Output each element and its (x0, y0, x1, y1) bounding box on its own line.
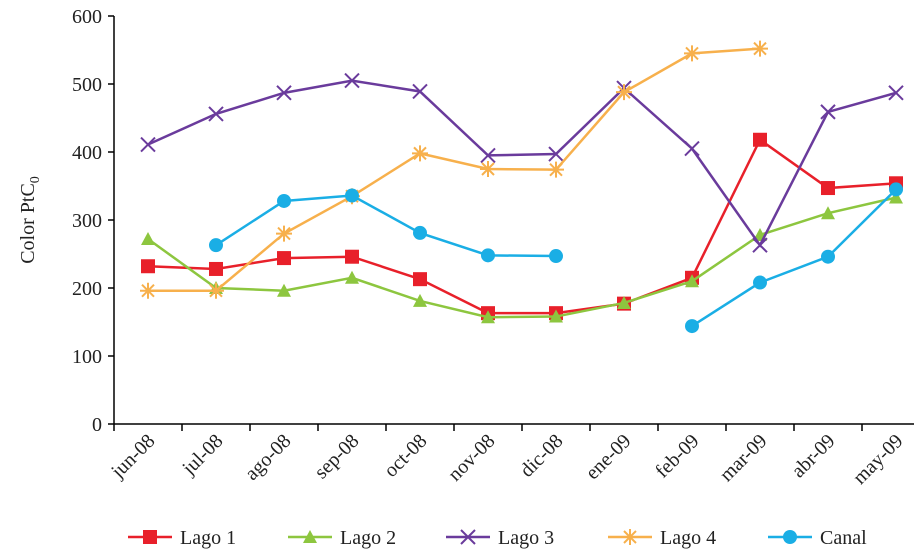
y-tick-label: 600 (72, 6, 102, 28)
marker (141, 232, 155, 246)
marker (549, 249, 563, 264)
marker (460, 529, 476, 545)
x-tick-label: jun-08 (106, 430, 159, 483)
x-tick-label: ago-08 (241, 430, 296, 485)
marker (209, 261, 223, 276)
marker (753, 132, 767, 147)
legend-label: Lago 4 (660, 527, 716, 549)
x-tick-label: abr-09 (787, 430, 839, 482)
marker (140, 282, 156, 299)
marker (481, 248, 495, 263)
y-tick-label: 500 (72, 74, 102, 96)
x-tick-label: dic-08 (516, 430, 568, 482)
y-tick-label: 100 (72, 346, 102, 368)
legend-label: Lago 3 (498, 527, 554, 549)
y-tick-label: 200 (72, 278, 102, 300)
marker (141, 259, 155, 274)
marker (345, 249, 359, 264)
marker (140, 136, 156, 153)
marker (413, 225, 427, 240)
y-axis-label: Color PtC0 (17, 176, 43, 264)
marker (345, 188, 359, 203)
legend-label: Canal (820, 527, 867, 549)
marker (783, 530, 797, 544)
series-line (215, 188, 897, 328)
series-line (147, 196, 897, 319)
marker (820, 104, 836, 120)
legend-label: Lago 2 (340, 527, 396, 549)
x-tick-label: mar-09 (715, 430, 771, 486)
marker (277, 283, 291, 297)
marker (821, 181, 835, 196)
marker (548, 146, 564, 162)
x-tick-label: feb-09 (651, 430, 703, 482)
marker (889, 182, 903, 197)
series-line (147, 137, 897, 315)
marker (480, 147, 496, 164)
x-tick-label: ene-09 (581, 430, 635, 484)
legend-label: Lago 1 (180, 527, 236, 549)
marker (344, 72, 360, 89)
marker (684, 45, 700, 62)
marker (209, 238, 223, 253)
marker (208, 282, 224, 299)
marker (622, 529, 638, 545)
y-tick-label: 0 (92, 414, 102, 436)
y-tick-label: 400 (72, 142, 102, 164)
y-axis-label-subscript: 0 (28, 176, 43, 183)
marker (548, 161, 564, 178)
marker (617, 295, 631, 309)
marker (685, 274, 699, 288)
marker (480, 161, 496, 177)
marker (821, 206, 835, 220)
marker (345, 270, 359, 284)
series-line (148, 47, 761, 292)
marker (303, 530, 317, 543)
marker (277, 193, 291, 208)
marker (276, 225, 292, 242)
marker (481, 310, 495, 324)
marker (277, 251, 291, 266)
marker (752, 237, 768, 253)
marker (412, 83, 428, 100)
marker (888, 85, 904, 101)
marker (752, 40, 768, 57)
marker (413, 272, 427, 287)
marker (413, 293, 427, 307)
marker (549, 309, 563, 323)
marker (276, 85, 292, 101)
marker (684, 140, 700, 157)
x-tick-label: oct-08 (380, 430, 432, 482)
y-tick-label: 300 (72, 210, 102, 232)
marker (143, 530, 157, 544)
marker (821, 249, 835, 264)
series-line (147, 79, 897, 248)
marker (889, 190, 903, 204)
marker (412, 145, 428, 162)
x-tick-label: jul-08 (177, 430, 227, 480)
x-tick-label: may-09 (849, 430, 908, 489)
marker (208, 106, 224, 122)
y-axis-label-text: Color PtC (17, 183, 39, 264)
x-tick-label: nov-08 (444, 430, 500, 486)
marker (753, 275, 767, 290)
x-tick-label: sep-08 (310, 430, 363, 483)
marker (616, 84, 632, 101)
marker (685, 319, 699, 334)
